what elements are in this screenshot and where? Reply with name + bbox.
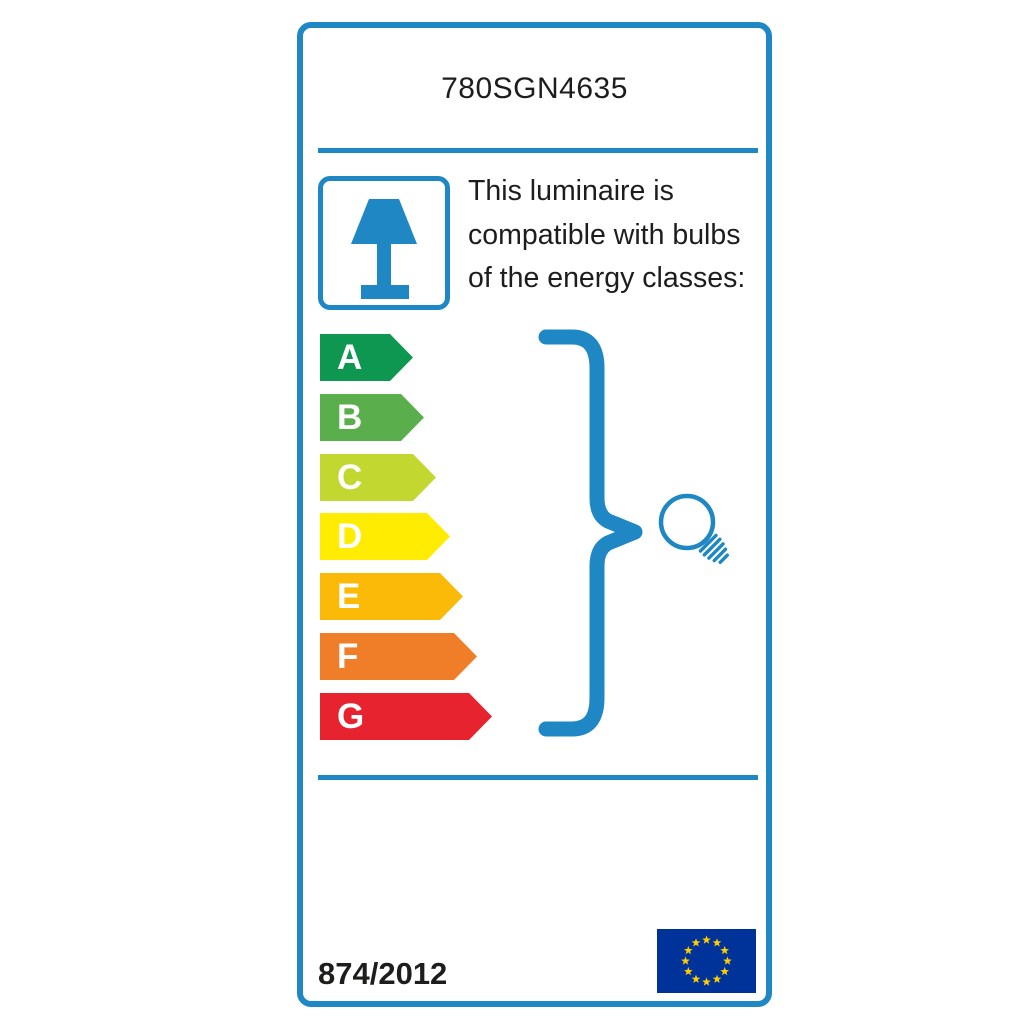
energy-class-C: C [320,454,436,501]
energy-class-letter: A [337,338,363,377]
label-frame: 780SGN4635 This luminaire is compatible … [297,22,772,1007]
energy-class-letter: G [337,697,365,736]
compatibility-text-line: This luminaire is [468,175,674,207]
model-number: 780SGN4635 [441,72,628,105]
light-bulb-icon [658,493,730,565]
eu-flag-star [720,945,730,955]
luminaire-icon-box [318,176,450,310]
energy-class-A: A [320,334,413,381]
eu-flag-star [723,956,732,965]
energy-class-B: B [320,394,424,441]
eu-flag-star [683,966,693,976]
compatibility-text: This luminaire is compatible with bulbs … [468,170,768,301]
energy-class-letter: E [337,577,361,616]
eu-flag-star [712,974,722,983]
energy-class-letter: D [337,517,363,556]
energy-class-G: G [320,693,492,740]
eu-flag [657,929,756,993]
energy-class-D: D [320,513,450,560]
energy-class-F: F [320,633,477,680]
divider-bottom [318,775,758,780]
divider-top [318,148,758,153]
brace-and-bulb [538,329,730,737]
eu-flag-stars [681,935,732,986]
energy-class-E: E [320,573,463,620]
energy-class-letter: C [337,458,363,497]
right-curly-brace [538,329,643,737]
energy-class-letter: B [337,398,363,437]
eu-flag-star [702,977,711,986]
eu-flag-star [712,938,722,947]
table-lamp-icon [351,199,417,299]
regulation-number: 874/2012 [318,956,448,991]
eu-flag-star [683,945,693,955]
eu-flag-star [681,956,690,965]
energy-class-letter: F [337,637,359,676]
eu-flag-star [691,938,701,947]
eu-flag-star [702,935,711,944]
compatibility-text-line: of the energy classes: [468,262,746,294]
compatibility-text-line: compatible with bulbs [468,218,741,251]
eu-flag-star [691,974,701,983]
eu-flag-star [720,966,730,976]
